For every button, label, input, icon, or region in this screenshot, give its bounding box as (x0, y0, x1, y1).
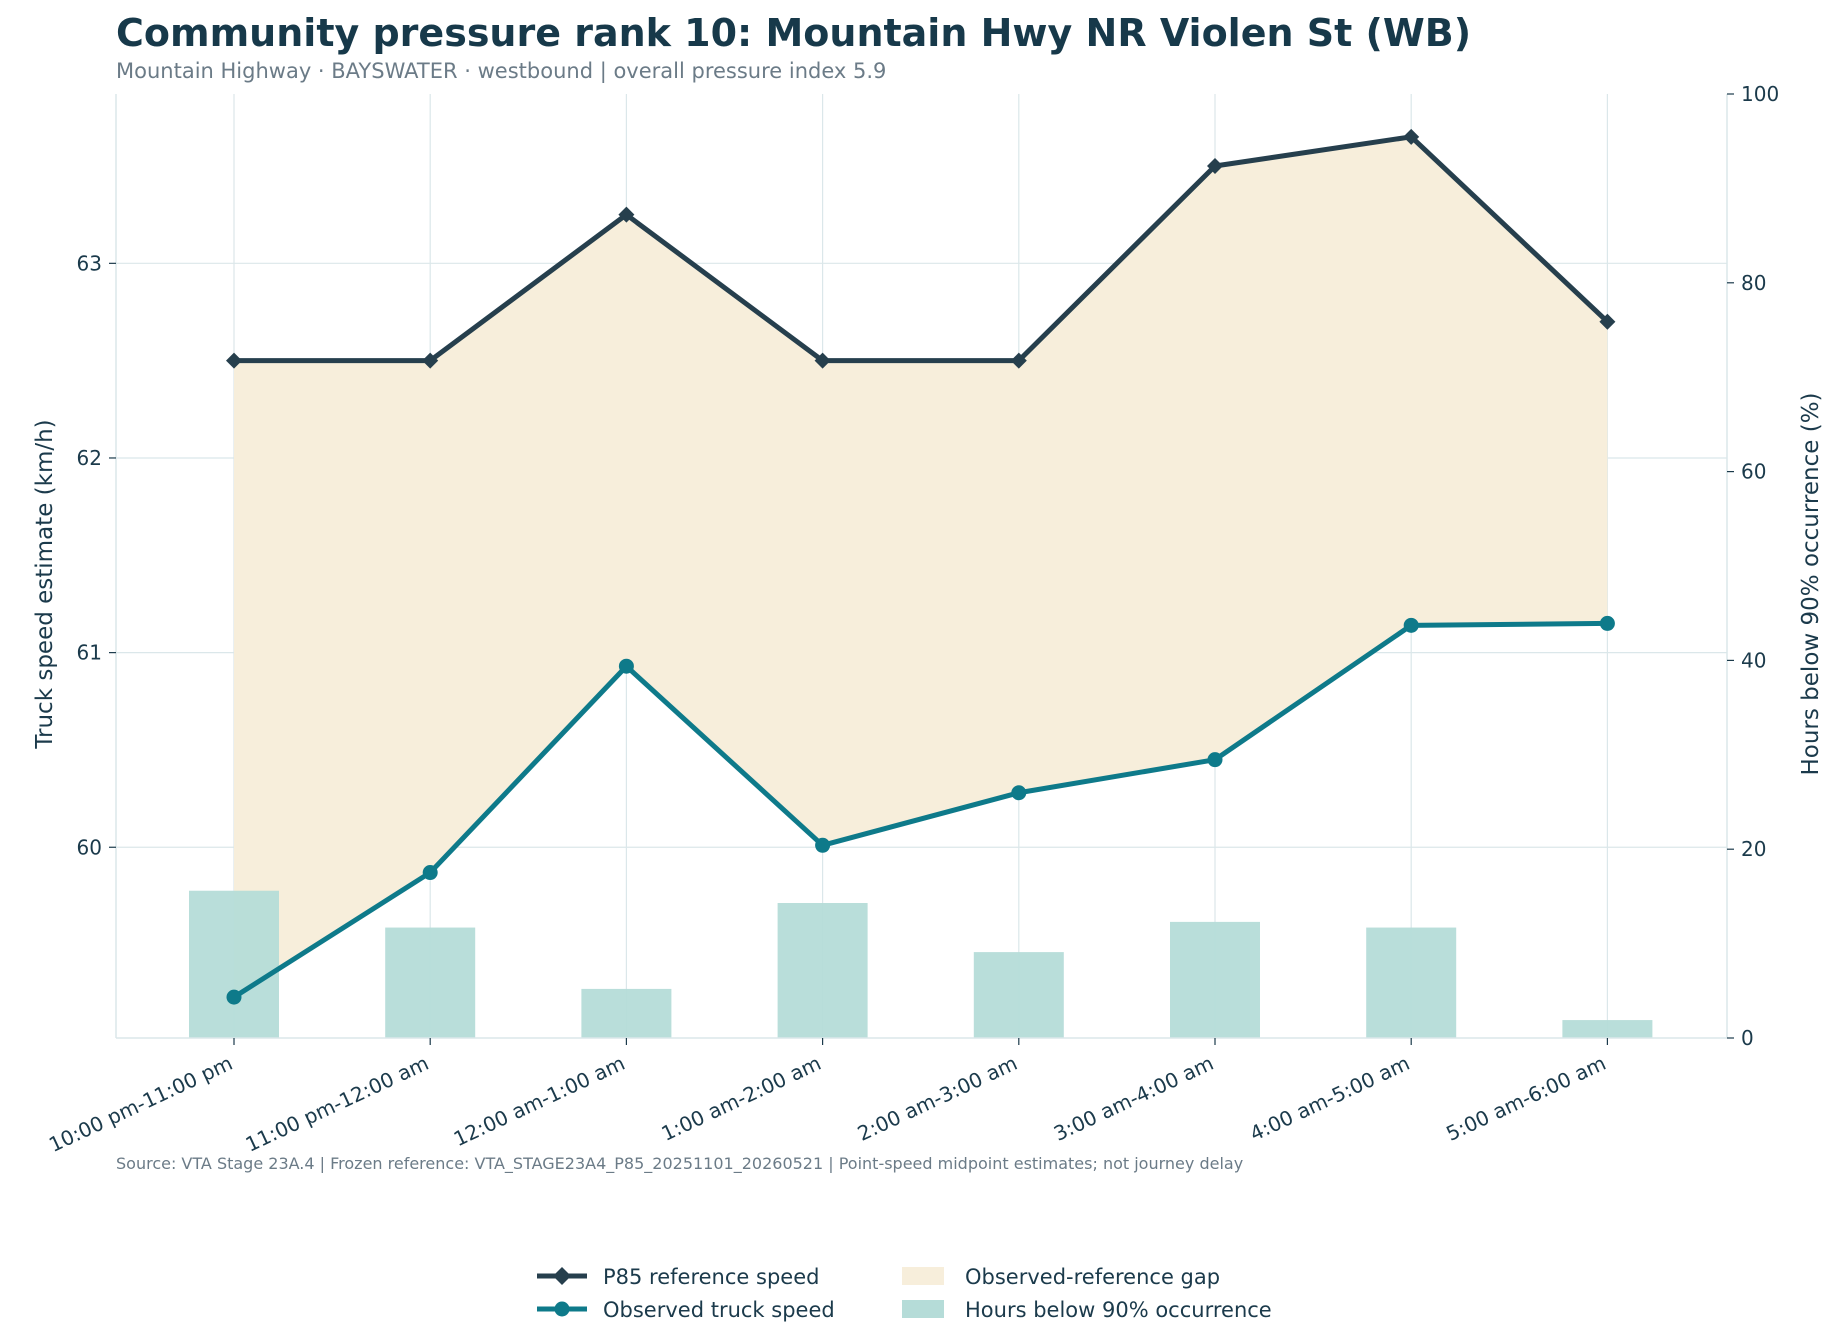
series-line-p85-reference (234, 134, 1610, 364)
bar-hours-below-90 (1562, 1020, 1653, 1038)
x-tick-label: 5:00 am-6:00 am (1442, 1051, 1609, 1146)
x-tick-label: 1:00 am-2:00 am (658, 1051, 825, 1146)
y2-tick-label: 80 (1741, 271, 1766, 295)
x-tick-label: 10:00 pm-11:00 pm (45, 1051, 236, 1157)
source-note: Source: VTA Stage 23A.4 | Frozen referen… (116, 1154, 1243, 1174)
legend-observed-marker (554, 1301, 570, 1317)
legend-label-observed: Observed truck speed (603, 1298, 835, 1322)
point-observed (422, 865, 438, 881)
y2-tick-label: 0 (1741, 1026, 1754, 1050)
y-tick-label: 62 (77, 446, 102, 470)
bar-hours-below-90 (1366, 927, 1457, 1038)
legend-reference-marker (553, 1267, 571, 1285)
point-observed (1011, 785, 1027, 801)
legend: P85 reference speed Observed truck speed… (537, 1265, 1272, 1322)
y-tick-label: 60 (77, 835, 102, 859)
point-observed (1207, 752, 1223, 768)
legend-label-reference: P85 reference speed (603, 1265, 819, 1289)
bar-hours-below-90 (189, 890, 279, 1038)
y2-tick-label: 20 (1741, 837, 1766, 861)
point-observed (618, 658, 634, 674)
y-tick-label: 61 (77, 641, 102, 665)
point-p85-reference (814, 352, 831, 369)
point-p85-reference (1599, 313, 1616, 330)
point-p85-reference (422, 352, 439, 369)
y-tick-label: 63 (77, 251, 102, 275)
point-p85-reference (1010, 352, 1027, 369)
bar-hours-below-90 (1170, 921, 1260, 1038)
point-observed (1403, 617, 1419, 633)
point-observed (1599, 615, 1615, 631)
bar-layer (189, 890, 1653, 1038)
y-axis-label: Truck speed estimate (km/h) (32, 419, 58, 749)
point-p85-reference (618, 206, 635, 223)
gap-area-layer (234, 136, 1608, 998)
x-tick-label: 11:00 pm-12:00 am (242, 1051, 433, 1157)
bar-hours-below-90 (581, 988, 672, 1038)
bar-hours-below-90 (777, 903, 868, 1038)
point-p85-reference (226, 352, 242, 369)
observed-reference-gap-area (234, 136, 1608, 998)
point-p85-reference (1207, 158, 1223, 175)
x-tick-label: 2:00 am-3:00 am (854, 1051, 1021, 1146)
line-layer (226, 128, 1616, 1005)
point-observed (815, 837, 831, 853)
y2-tick-label: 60 (1741, 460, 1766, 484)
x-tick-label: 4:00 am-5:00 am (1246, 1051, 1413, 1146)
bar-hours-below-90 (385, 927, 476, 1038)
y2-tick-label: 40 (1741, 648, 1766, 672)
legend-label-bars: Hours below 90% occurrence (965, 1298, 1272, 1322)
series-line-observed (232, 620, 1608, 1000)
axes (115, 94, 1728, 1039)
point-p85-reference (1403, 128, 1420, 145)
legend-gap-swatch (902, 1267, 944, 1285)
y2-axis-label: Hours below 90% occurrence (%) (1798, 392, 1824, 775)
point-observed (226, 989, 242, 1005)
chart-title: Community pressure rank 10: Mountain Hwy… (116, 11, 1471, 55)
x-tick-label: 12:00 am-1:00 am (450, 1051, 629, 1151)
x-tick-label: 3:00 am-4:00 am (1050, 1051, 1217, 1146)
y2-tick-label: 100 (1741, 82, 1779, 106)
legend-bars-swatch (902, 1300, 944, 1318)
chart-subtitle: Mountain Highway · BAYSWATER · westbound… (116, 59, 886, 84)
bar-hours-below-90 (973, 952, 1064, 1038)
legend-label-gap: Observed-reference gap (965, 1265, 1220, 1289)
